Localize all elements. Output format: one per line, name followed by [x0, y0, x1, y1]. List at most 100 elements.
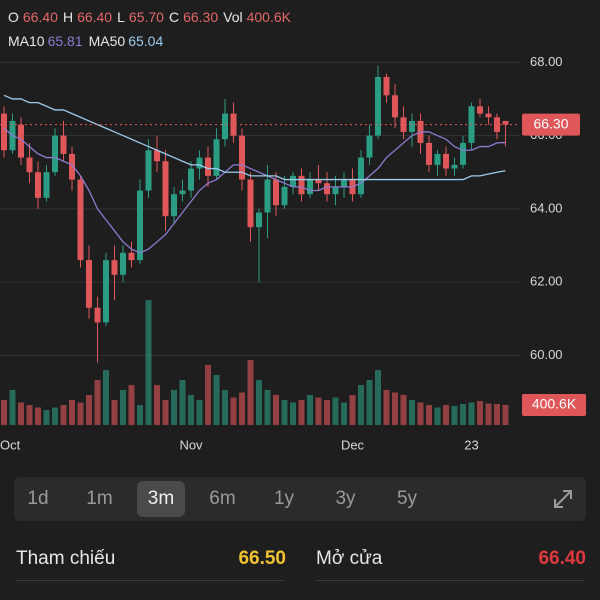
- volume-bar: [43, 410, 50, 425]
- volume-bar: [35, 407, 41, 425]
- candle-body: [43, 172, 50, 198]
- volume-bar: [349, 395, 356, 425]
- legend-value: 66.30: [183, 9, 218, 25]
- expand-icon[interactable]: [554, 490, 572, 508]
- expand-icon-box[interactable]: [14, 477, 586, 521]
- candle-body: [426, 142, 432, 165]
- candle-body: [290, 175, 296, 187]
- legend-key: L: [117, 9, 125, 25]
- candle-body: [324, 183, 330, 195]
- separator: [316, 580, 584, 581]
- volume-bar: [409, 400, 415, 425]
- candle-body: [434, 153, 441, 165]
- timeframe-button[interactable]: 3y: [335, 488, 356, 509]
- timeframe-button[interactable]: 1d: [27, 488, 49, 509]
- candle-body: [341, 179, 347, 187]
- volume-bar: [264, 390, 271, 425]
- timeframe-button[interactable]: 1m: [86, 488, 113, 509]
- candle-body: [443, 153, 449, 169]
- candle-body: [154, 150, 160, 162]
- candle-body: [273, 179, 279, 206]
- volume-bar: [230, 397, 237, 425]
- candle-body: [162, 161, 169, 217]
- last-price-box: [522, 113, 580, 136]
- volume-bar: [60, 405, 67, 425]
- timeframe-button[interactable]: 1y: [273, 488, 295, 509]
- separator: [16, 580, 284, 581]
- volume-bar: [477, 401, 483, 425]
- volume-bar: [171, 390, 177, 425]
- candle-body: [188, 168, 194, 191]
- candle-body: [392, 95, 398, 118]
- candle-body: [400, 117, 407, 132]
- candle-body: [239, 135, 245, 180]
- volume-bar: [392, 392, 398, 425]
- candle-body: [128, 252, 135, 261]
- volume-bar: [94, 380, 101, 425]
- timeframe-button[interactable]: 5y: [396, 488, 418, 509]
- candle-body: [383, 76, 390, 96]
- volume-bar: [307, 395, 313, 425]
- candle-body: [281, 186, 288, 206]
- volume-bar: [52, 407, 58, 425]
- volume-bar: [77, 402, 84, 425]
- volume-bar: [1, 400, 7, 425]
- volume-bar: [154, 385, 160, 425]
- volume-bar: [298, 400, 305, 425]
- volume-bar: [400, 395, 407, 425]
- volume-bar: [188, 395, 194, 425]
- candle-body: [86, 260, 92, 308]
- volume-bar: [239, 392, 245, 425]
- legend-value: 66.40: [23, 9, 58, 25]
- timeframe-button[interactable]: 3m: [137, 481, 185, 517]
- volume-bar: [417, 402, 424, 425]
- volume-bar: [494, 404, 500, 425]
- candle-body: [477, 106, 483, 114]
- candle-body: [196, 157, 203, 169]
- volume-bar: [213, 375, 220, 425]
- volume-bar: [69, 400, 75, 425]
- volume-bar: [111, 400, 118, 425]
- legend-value: 66.40: [77, 9, 112, 25]
- x-tick-label: 23: [464, 437, 478, 452]
- ma-value: 65.04: [128, 33, 163, 49]
- legend-value: 400.6K: [247, 9, 292, 25]
- volume-bar: [290, 402, 296, 425]
- ma-name: MA10: [8, 33, 45, 49]
- volume-bar: [222, 390, 228, 425]
- volume-bar: [485, 403, 492, 425]
- candle-body: [247, 179, 254, 228]
- candle-body: [332, 186, 339, 195]
- volume-bar: [162, 400, 169, 425]
- candle-body: [358, 157, 364, 195]
- x-tick-label: Oct: [0, 437, 21, 452]
- x-tick-label: Dec: [341, 437, 365, 452]
- volume-bar: [128, 385, 135, 425]
- volume-bar: [247, 360, 254, 425]
- candle-body: [213, 139, 220, 176]
- candle-body: [18, 124, 24, 158]
- ma-name: MA50: [89, 33, 126, 49]
- ma-line: [3, 94, 506, 181]
- stat-label: Tham chiếu: [16, 548, 116, 569]
- volume-bar: [26, 405, 33, 425]
- candle-body: [451, 164, 458, 169]
- timeframe-button[interactable]: 6m: [209, 488, 236, 509]
- stat-value: 66.50: [238, 548, 286, 569]
- volume-bar: [460, 404, 466, 425]
- candle-body: [77, 179, 84, 261]
- candle-body: [120, 252, 126, 275]
- volume-bar: [502, 404, 509, 425]
- volume-bar: [375, 370, 381, 425]
- ma-line: [3, 127, 506, 254]
- candle-body: [52, 135, 58, 173]
- candle-body: [409, 120, 415, 132]
- volume-bar: [137, 405, 143, 425]
- candle-body: [256, 212, 262, 228]
- candle-body: [171, 194, 177, 217]
- volume-bar: [205, 365, 211, 425]
- legend-key: C: [169, 9, 179, 25]
- candle-body: [179, 190, 186, 195]
- volume-bar: [434, 407, 441, 425]
- candle-body: [1, 113, 7, 151]
